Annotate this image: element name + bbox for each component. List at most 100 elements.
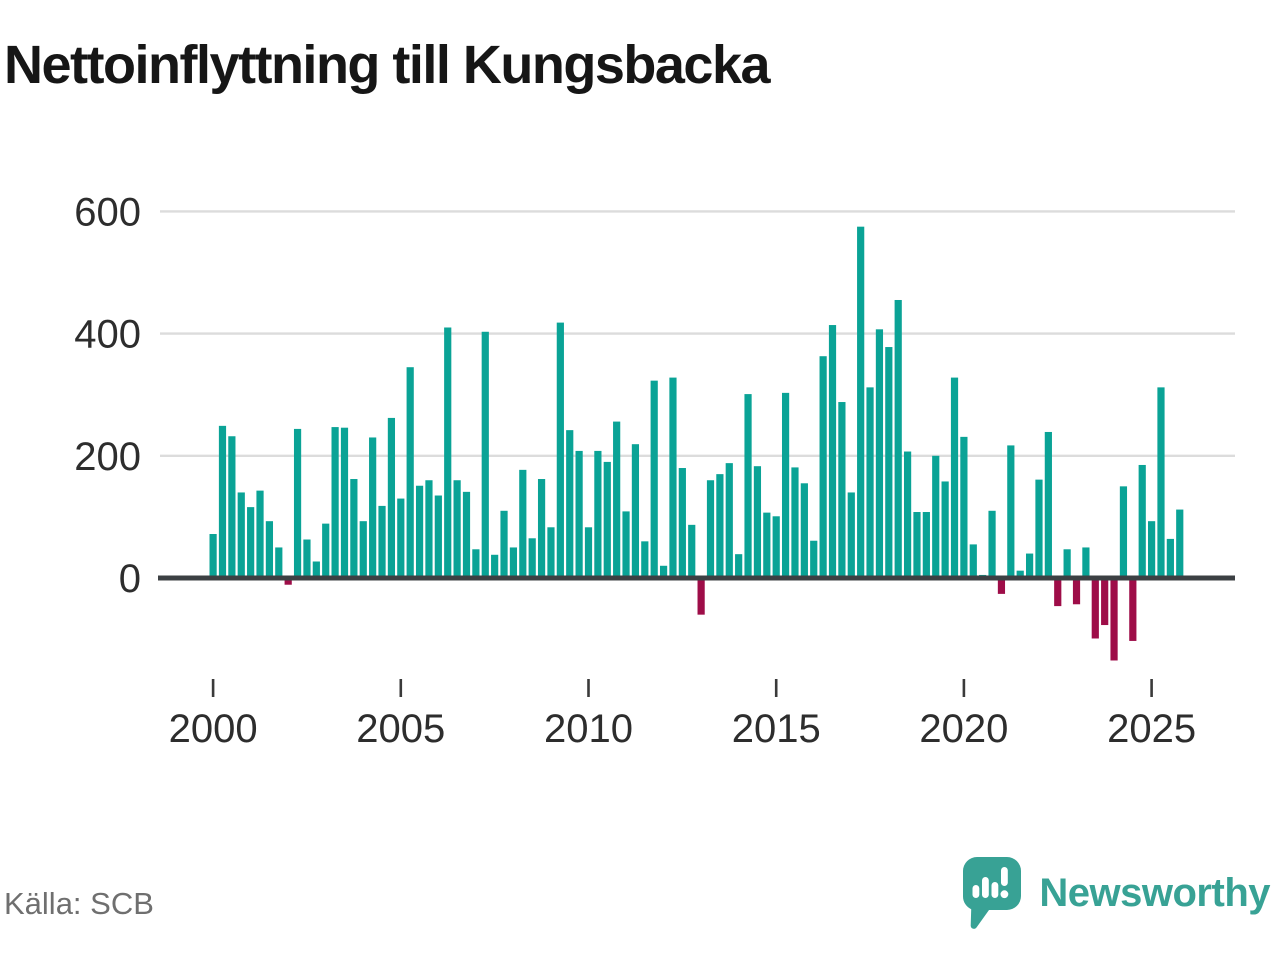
bar-2006-Q2 (444, 327, 452, 578)
bar-2019-Q4 (950, 377, 959, 578)
bar-2025-Q4 (1176, 509, 1184, 578)
brand-name: Newsworthy (1039, 870, 1270, 915)
bar-2020-Q1 (960, 436, 968, 578)
bar-2006-Q1 (434, 495, 442, 578)
bar-2023-Q1 (1072, 578, 1081, 605)
bar-2008-Q2 (519, 469, 527, 578)
bar-2010-Q4 (613, 421, 621, 578)
bar-2012-Q3 (678, 468, 686, 578)
bar-2011-Q1 (622, 511, 630, 578)
bar-2000-Q2 (218, 425, 227, 578)
bar-2011-Q4 (650, 380, 658, 578)
bar-2014-Q2 (744, 394, 752, 578)
bar-2016-Q4 (838, 402, 846, 578)
bar-2016-Q2 (819, 356, 827, 578)
chart-title: Nettoinflyttning till Kungsbacka (4, 35, 771, 95)
bar-2017-Q3 (866, 387, 874, 578)
bar-2017-Q4 (875, 329, 884, 578)
bar-2024-Q1 (1110, 578, 1118, 661)
bar-2007-Q4 (500, 510, 508, 578)
bar-2017-Q2 (857, 226, 865, 579)
bar-2010-Q2 (594, 450, 602, 578)
bar-2013-Q1 (697, 578, 705, 615)
bar-2018-Q3 (903, 451, 912, 578)
bar-2003-Q3 (340, 427, 349, 578)
bar-2003-Q2 (331, 427, 339, 578)
bar-2004-Q2 (369, 437, 377, 578)
bar-2006-Q3 (453, 480, 461, 578)
bar-2012-Q4 (688, 524, 696, 578)
bar-2009-Q1 (547, 527, 555, 578)
bar-2005-Q3 (415, 485, 424, 578)
bar-2019-Q3 (941, 481, 949, 578)
bar-2004-Q4 (387, 417, 396, 578)
bar-2019-Q1 (922, 512, 930, 578)
bar-2004-Q3 (378, 505, 386, 578)
bar-2015-Q2 (781, 392, 790, 578)
x-axis-label: 2005 (356, 707, 445, 751)
bar-2010-Q1 (584, 527, 593, 578)
bar-2023-Q4 (1101, 578, 1109, 626)
bar-2001-Q4 (275, 547, 283, 578)
bar-2025-Q2 (1157, 387, 1165, 578)
bar-2022-Q4 (1063, 549, 1071, 578)
bar-2007-Q1 (472, 549, 480, 578)
bar-2000-Q3 (228, 436, 236, 578)
bar-2003-Q4 (350, 479, 358, 578)
speech-bubble-bar-chart-icon (963, 857, 1022, 929)
x-axis-label: 2015 (732, 707, 821, 751)
y-axis-label: 200 (74, 435, 141, 479)
bar-2021-Q4 (1025, 553, 1034, 578)
y-axis-label: 400 (74, 313, 141, 357)
bar-2019-Q2 (932, 455, 940, 578)
bar-2017-Q1 (847, 492, 855, 578)
bar-2014-Q1 (735, 554, 743, 578)
bar-2015-Q4 (800, 483, 808, 578)
bar-2022-Q3 (1054, 578, 1062, 607)
bar-2007-Q3 (491, 554, 499, 578)
bar-2005-Q1 (397, 498, 405, 578)
bar-2001-Q3 (265, 521, 274, 578)
bar-2003-Q1 (322, 523, 330, 578)
bar-2006-Q4 (462, 491, 471, 578)
bar-2000-Q1 (209, 534, 217, 578)
bar-2008-Q1 (509, 547, 518, 578)
bar-2010-Q3 (603, 461, 611, 578)
bar-2002-Q2 (293, 428, 302, 578)
bar-2005-Q2 (406, 367, 414, 578)
bar-2023-Q2 (1082, 547, 1090, 578)
bar-2007-Q2 (481, 331, 489, 578)
bar-2011-Q2 (631, 444, 640, 578)
bar-2022-Q1 (1035, 479, 1043, 578)
x-axis-label: 2025 (1107, 707, 1196, 751)
bar-2009-Q3 (566, 430, 574, 578)
bar-2024-Q3 (1129, 578, 1137, 641)
y-axis-label: 600 (74, 190, 141, 234)
bar-2009-Q4 (575, 450, 583, 578)
bar-2016-Q1 (810, 540, 818, 578)
bar-2018-Q4 (913, 512, 921, 578)
bar-2022-Q2 (1044, 431, 1052, 578)
bar-2008-Q3 (528, 538, 536, 578)
bar-2025-Q3 (1166, 538, 1174, 578)
bar-2015-Q1 (772, 516, 780, 578)
bar-2001-Q2 (256, 490, 264, 578)
bar-2021-Q1 (997, 578, 1006, 594)
bar-2014-Q3 (753, 466, 762, 578)
bar-2002-Q1 (284, 578, 292, 585)
bar-2023-Q3 (1091, 578, 1099, 639)
x-axis-label: 2010 (544, 707, 633, 751)
bar-2013-Q3 (716, 474, 724, 578)
bar-2025-Q1 (1148, 521, 1156, 578)
bar-2014-Q4 (763, 512, 771, 578)
bar-2018-Q2 (894, 299, 902, 578)
bar-2012-Q1 (659, 565, 668, 578)
bar-2013-Q2 (706, 480, 715, 578)
bar-2000-Q4 (237, 492, 245, 578)
net-migration-bar-chart: 0 200 400 600 2000 2005 2010 2015 2020 2025 (74, 190, 1235, 751)
bar-2011-Q3 (641, 541, 649, 578)
bar-2016-Q3 (828, 325, 837, 578)
bar-2009-Q2 (556, 322, 564, 578)
bar-2013-Q4 (725, 463, 733, 578)
x-axis-label: 2020 (919, 707, 1008, 751)
